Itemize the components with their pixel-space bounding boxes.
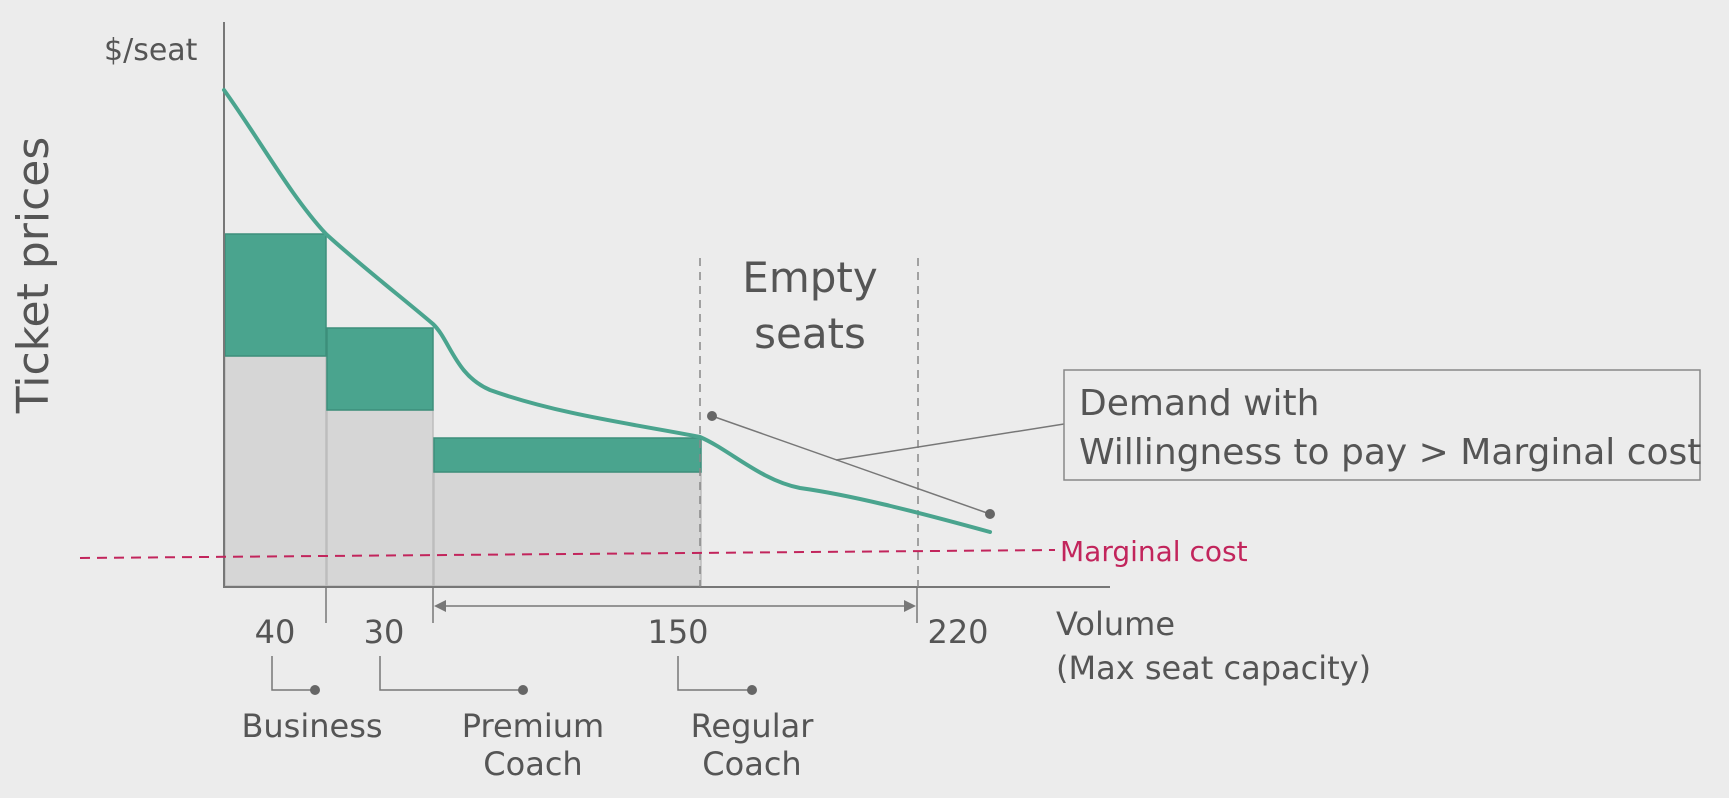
- tick-label-premium: 30: [364, 613, 405, 651]
- callout-leader: [707, 411, 1065, 519]
- tick-label-regular: 150: [647, 613, 708, 651]
- callout-dot-start: [707, 411, 717, 421]
- segment-label-business: Business: [241, 707, 382, 745]
- segment-label-regular-line-1: Regular: [691, 707, 815, 745]
- segment-label-premium-line-1: Premium: [462, 707, 604, 745]
- x-axis-label-line-1: Volume: [1056, 605, 1175, 643]
- fare-class-bars: [224, 233, 702, 587]
- y-axis-title: Ticket prices: [8, 137, 59, 415]
- x-axis-label-line-2: (Max seat capacity): [1056, 649, 1371, 687]
- empty-seats-label-line-1: Empty: [742, 253, 877, 302]
- demand-curve: [222, 88, 992, 534]
- y-axis-unit: $/seat: [104, 33, 198, 68]
- callout-dot-end: [985, 509, 995, 519]
- premium-revenue-bar: [326, 327, 434, 411]
- segment-label-regular-line-2: Coach: [702, 745, 801, 783]
- callout-box: [1063, 369, 1701, 481]
- capacity-span-arrow: [434, 600, 916, 612]
- marginal-cost-label: Marginal cost: [1060, 535, 1248, 568]
- segment-connectors: [271, 656, 757, 695]
- premium-cost-bar: [326, 409, 434, 587]
- callout-line-2: Willingness to pay > Marginal cost: [1079, 432, 1701, 473]
- business-cost-bar: [224, 355, 327, 587]
- segment-label-premium-line-2: Coach: [483, 745, 582, 783]
- regular-cost-bar: [433, 471, 702, 587]
- marginal-cost-line: [79, 549, 1056, 559]
- empty-seats-label-line-2: seats: [754, 309, 866, 358]
- tick-label-business: 40: [255, 613, 296, 651]
- tick-label-capacity: 220: [927, 613, 988, 651]
- callout-line-1: Demand with: [1079, 383, 1320, 424]
- business-revenue-bar: [224, 233, 327, 357]
- regular-revenue-bar: [433, 437, 702, 473]
